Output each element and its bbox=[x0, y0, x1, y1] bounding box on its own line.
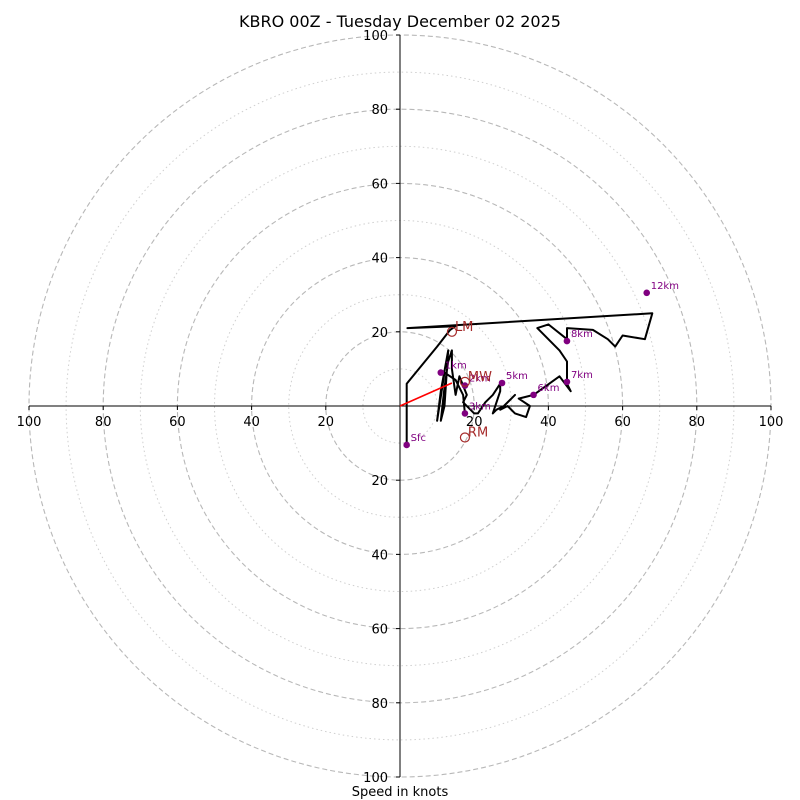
tick-label-right-100: 100 bbox=[759, 415, 784, 430]
tick-label-bottom-100: 100 bbox=[363, 771, 388, 786]
height-marker-7km bbox=[563, 378, 571, 386]
tick-label-left-100: 100 bbox=[17, 415, 42, 430]
tick-label-right-80: 80 bbox=[689, 415, 706, 430]
height-label-1km: 1km bbox=[445, 361, 467, 372]
height-marker-1km bbox=[437, 369, 445, 376]
height-label-2km: 2km bbox=[469, 374, 491, 385]
height-marker-2km bbox=[461, 382, 469, 389]
height-label-8km: 8km bbox=[571, 329, 593, 340]
bunkers-vector-line bbox=[399, 382, 453, 407]
height-label-6km: 6km bbox=[538, 383, 560, 394]
tick-label-left-20: 20 bbox=[318, 415, 335, 430]
tick-labels: 100 80 60 40 20 20 40 60 80 100 100 80 60 40 20 20 40 60 8… bbox=[17, 29, 784, 786]
height-marker-6km bbox=[530, 391, 537, 399]
tick-label-left-80: 80 bbox=[95, 415, 112, 430]
tick-label-bottom-20: 20 bbox=[371, 474, 388, 489]
tick-label-bottom-80: 80 bbox=[371, 697, 388, 712]
storm-label-mw: MW bbox=[468, 370, 492, 385]
storm-marker-lm bbox=[446, 326, 458, 337]
storm-marker-mw bbox=[459, 376, 471, 387]
tick-label-bottom-40: 40 bbox=[371, 548, 388, 563]
tick-label-top-20: 20 bbox=[371, 326, 388, 341]
height-marker-3km bbox=[461, 410, 469, 417]
bunkers-vector bbox=[399, 382, 453, 407]
hodograph-trace bbox=[405, 312, 654, 445]
height-marker-8km bbox=[563, 337, 571, 345]
height-label-3km: 3km bbox=[469, 401, 491, 412]
tick-label-left-60: 60 bbox=[169, 415, 186, 430]
height-marker-5km bbox=[498, 379, 506, 387]
tick-label-bottom-60: 60 bbox=[371, 623, 388, 638]
height-label-7km: 7km bbox=[571, 370, 593, 381]
tick-label-left-40: 40 bbox=[243, 415, 260, 430]
tick-label-top-100: 100 bbox=[363, 29, 388, 44]
tick-label-right-60: 60 bbox=[614, 415, 631, 430]
height-label-sfc: Sfc bbox=[411, 433, 426, 444]
x-axis-label: Speed in knots bbox=[352, 785, 449, 800]
hodograph-line bbox=[405, 312, 654, 445]
height-label-12km: 12km bbox=[651, 281, 679, 292]
tick-label-right-40: 40 bbox=[540, 415, 557, 430]
storm-motion-markers: LM RM MW bbox=[446, 320, 492, 443]
tick-label-top-60: 60 bbox=[371, 177, 388, 192]
storm-label-rm: RM bbox=[468, 426, 488, 441]
storm-marker-rm bbox=[459, 432, 471, 443]
chart-title: KBRO 00Z - Tuesday December 02 2025 bbox=[239, 12, 561, 31]
tick-label-top-40: 40 bbox=[371, 252, 388, 267]
height-marker-sfc bbox=[403, 441, 410, 449]
tick-label-top-80: 80 bbox=[371, 103, 388, 118]
height-marker-12km bbox=[643, 289, 651, 297]
storm-label-lm: LM bbox=[455, 320, 473, 335]
tick-label-right-20: 20 bbox=[466, 415, 483, 430]
height-label-5km: 5km bbox=[506, 371, 528, 382]
